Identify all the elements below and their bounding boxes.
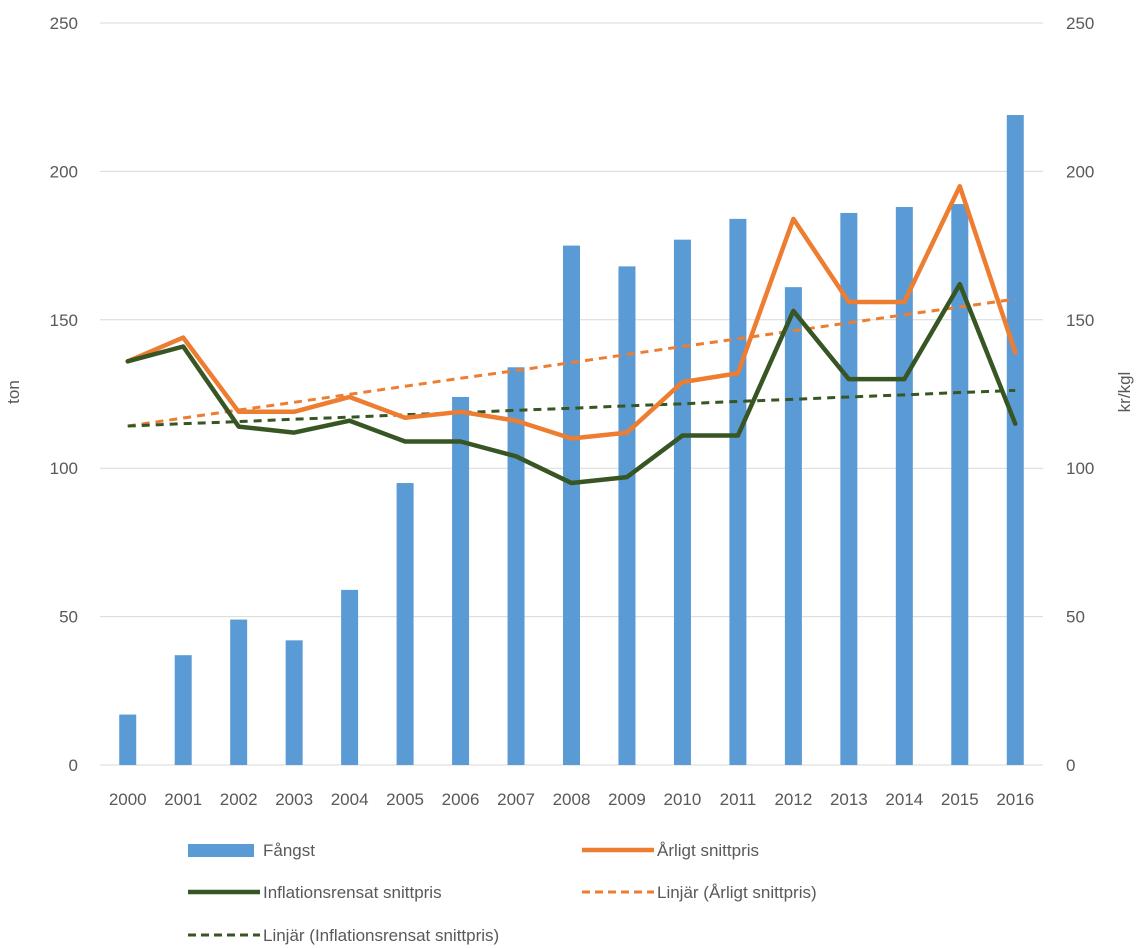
bar-2004 xyxy=(341,589,359,765)
x-tick-label: 2008 xyxy=(553,790,591,809)
x-tick-label: 2014 xyxy=(885,790,923,809)
bar-2011 xyxy=(729,218,747,765)
line-series xyxy=(125,183,1018,486)
legend-label: Linjär (Inflationsrensat snittpris) xyxy=(263,926,499,945)
legend-swatch xyxy=(188,844,254,857)
bar-2002 xyxy=(230,619,248,765)
legend-item: Linjär (Årligt snittpris) xyxy=(582,883,817,902)
y-axis-right-title: kr/kgl xyxy=(1115,372,1134,413)
x-tick-label: 2010 xyxy=(664,790,702,809)
bar-2006 xyxy=(452,396,470,765)
bar-series-fangst xyxy=(119,115,1024,766)
legend-label: Årligt snittpris xyxy=(657,841,759,860)
y-axis-right-ticks: 0 50 100 150 200 250 xyxy=(1066,14,1094,775)
y-left-tick-label: 250 xyxy=(50,14,78,33)
trendline-3 xyxy=(127,297,1016,428)
bar-2014 xyxy=(895,207,913,766)
x-tick-label: 2013 xyxy=(830,790,868,809)
y-right-tick-label: 0 xyxy=(1066,756,1075,775)
x-tick-label: 2006 xyxy=(442,790,480,809)
x-tick-label: 2016 xyxy=(996,790,1034,809)
y-left-tick-label: 100 xyxy=(50,459,78,478)
y-left-tick-label: 0 xyxy=(69,756,78,775)
legend-label: Fångst xyxy=(263,841,315,860)
y-left-tick-label: 200 xyxy=(50,162,78,181)
y-right-tick-label: 250 xyxy=(1066,14,1094,33)
bar-2015 xyxy=(951,204,969,766)
line-1 xyxy=(125,183,1018,441)
x-tick-label: 2015 xyxy=(941,790,979,809)
x-tick-label: 2003 xyxy=(275,790,313,809)
x-tick-label: 2009 xyxy=(608,790,646,809)
y-left-tick-label: 150 xyxy=(50,311,78,330)
x-tick-label: 2007 xyxy=(497,790,535,809)
bar-2010 xyxy=(673,239,691,765)
legend-item: Fångst xyxy=(188,841,315,860)
x-tick-label: 2012 xyxy=(774,790,812,809)
y-left-tick-label: 50 xyxy=(59,608,78,627)
bar-2009 xyxy=(618,266,636,765)
y-axis-left-title: ton xyxy=(4,380,23,404)
legend-item: Linjär (Inflationsrensat snittpris) xyxy=(188,926,499,945)
x-tick-label: 2004 xyxy=(331,790,369,809)
legend: Fångst Årligt snittpris Inflationsrensat s… xyxy=(188,841,817,945)
y-right-tick-label: 150 xyxy=(1066,311,1094,330)
y-right-tick-label: 100 xyxy=(1066,459,1094,478)
x-axis-ticks: 2000 2001 2002 2003 2004 2005 2006 2007 2008 2009… xyxy=(109,790,1034,809)
legend-label: Inflationsrensat snittpris xyxy=(263,883,442,902)
bar-2013 xyxy=(840,212,858,765)
x-tick-label: 2001 xyxy=(164,790,202,809)
x-tick-label: 2000 xyxy=(109,790,147,809)
line-2 xyxy=(125,281,1018,486)
bar-2007 xyxy=(507,367,525,765)
legend-label: Linjär (Årligt snittpris) xyxy=(657,883,817,902)
bar-2012 xyxy=(784,287,802,765)
x-tick-label: 2011 xyxy=(720,790,757,809)
legend-item: Inflationsrensat snittpris xyxy=(188,883,442,902)
bar-2005 xyxy=(396,483,414,765)
legend-item: Årligt snittpris xyxy=(582,841,759,860)
y-right-tick-label: 50 xyxy=(1066,608,1085,627)
bar-2000 xyxy=(119,714,137,765)
bar-2001 xyxy=(174,655,192,765)
y-right-tick-label: 200 xyxy=(1066,162,1094,181)
x-tick-label: 2002 xyxy=(220,790,258,809)
bar-2003 xyxy=(285,640,303,765)
bar-2016 xyxy=(1006,115,1024,766)
y-axis-left-ticks: 0 50 100 150 200 250 xyxy=(50,14,78,775)
bar-2008 xyxy=(563,245,580,766)
x-tick-label: 2005 xyxy=(386,790,424,809)
